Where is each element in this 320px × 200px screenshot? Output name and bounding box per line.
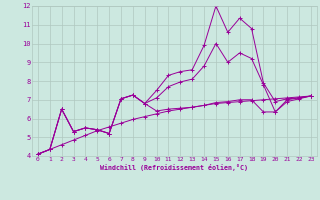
X-axis label: Windchill (Refroidissement éolien,°C): Windchill (Refroidissement éolien,°C) (100, 164, 248, 171)
